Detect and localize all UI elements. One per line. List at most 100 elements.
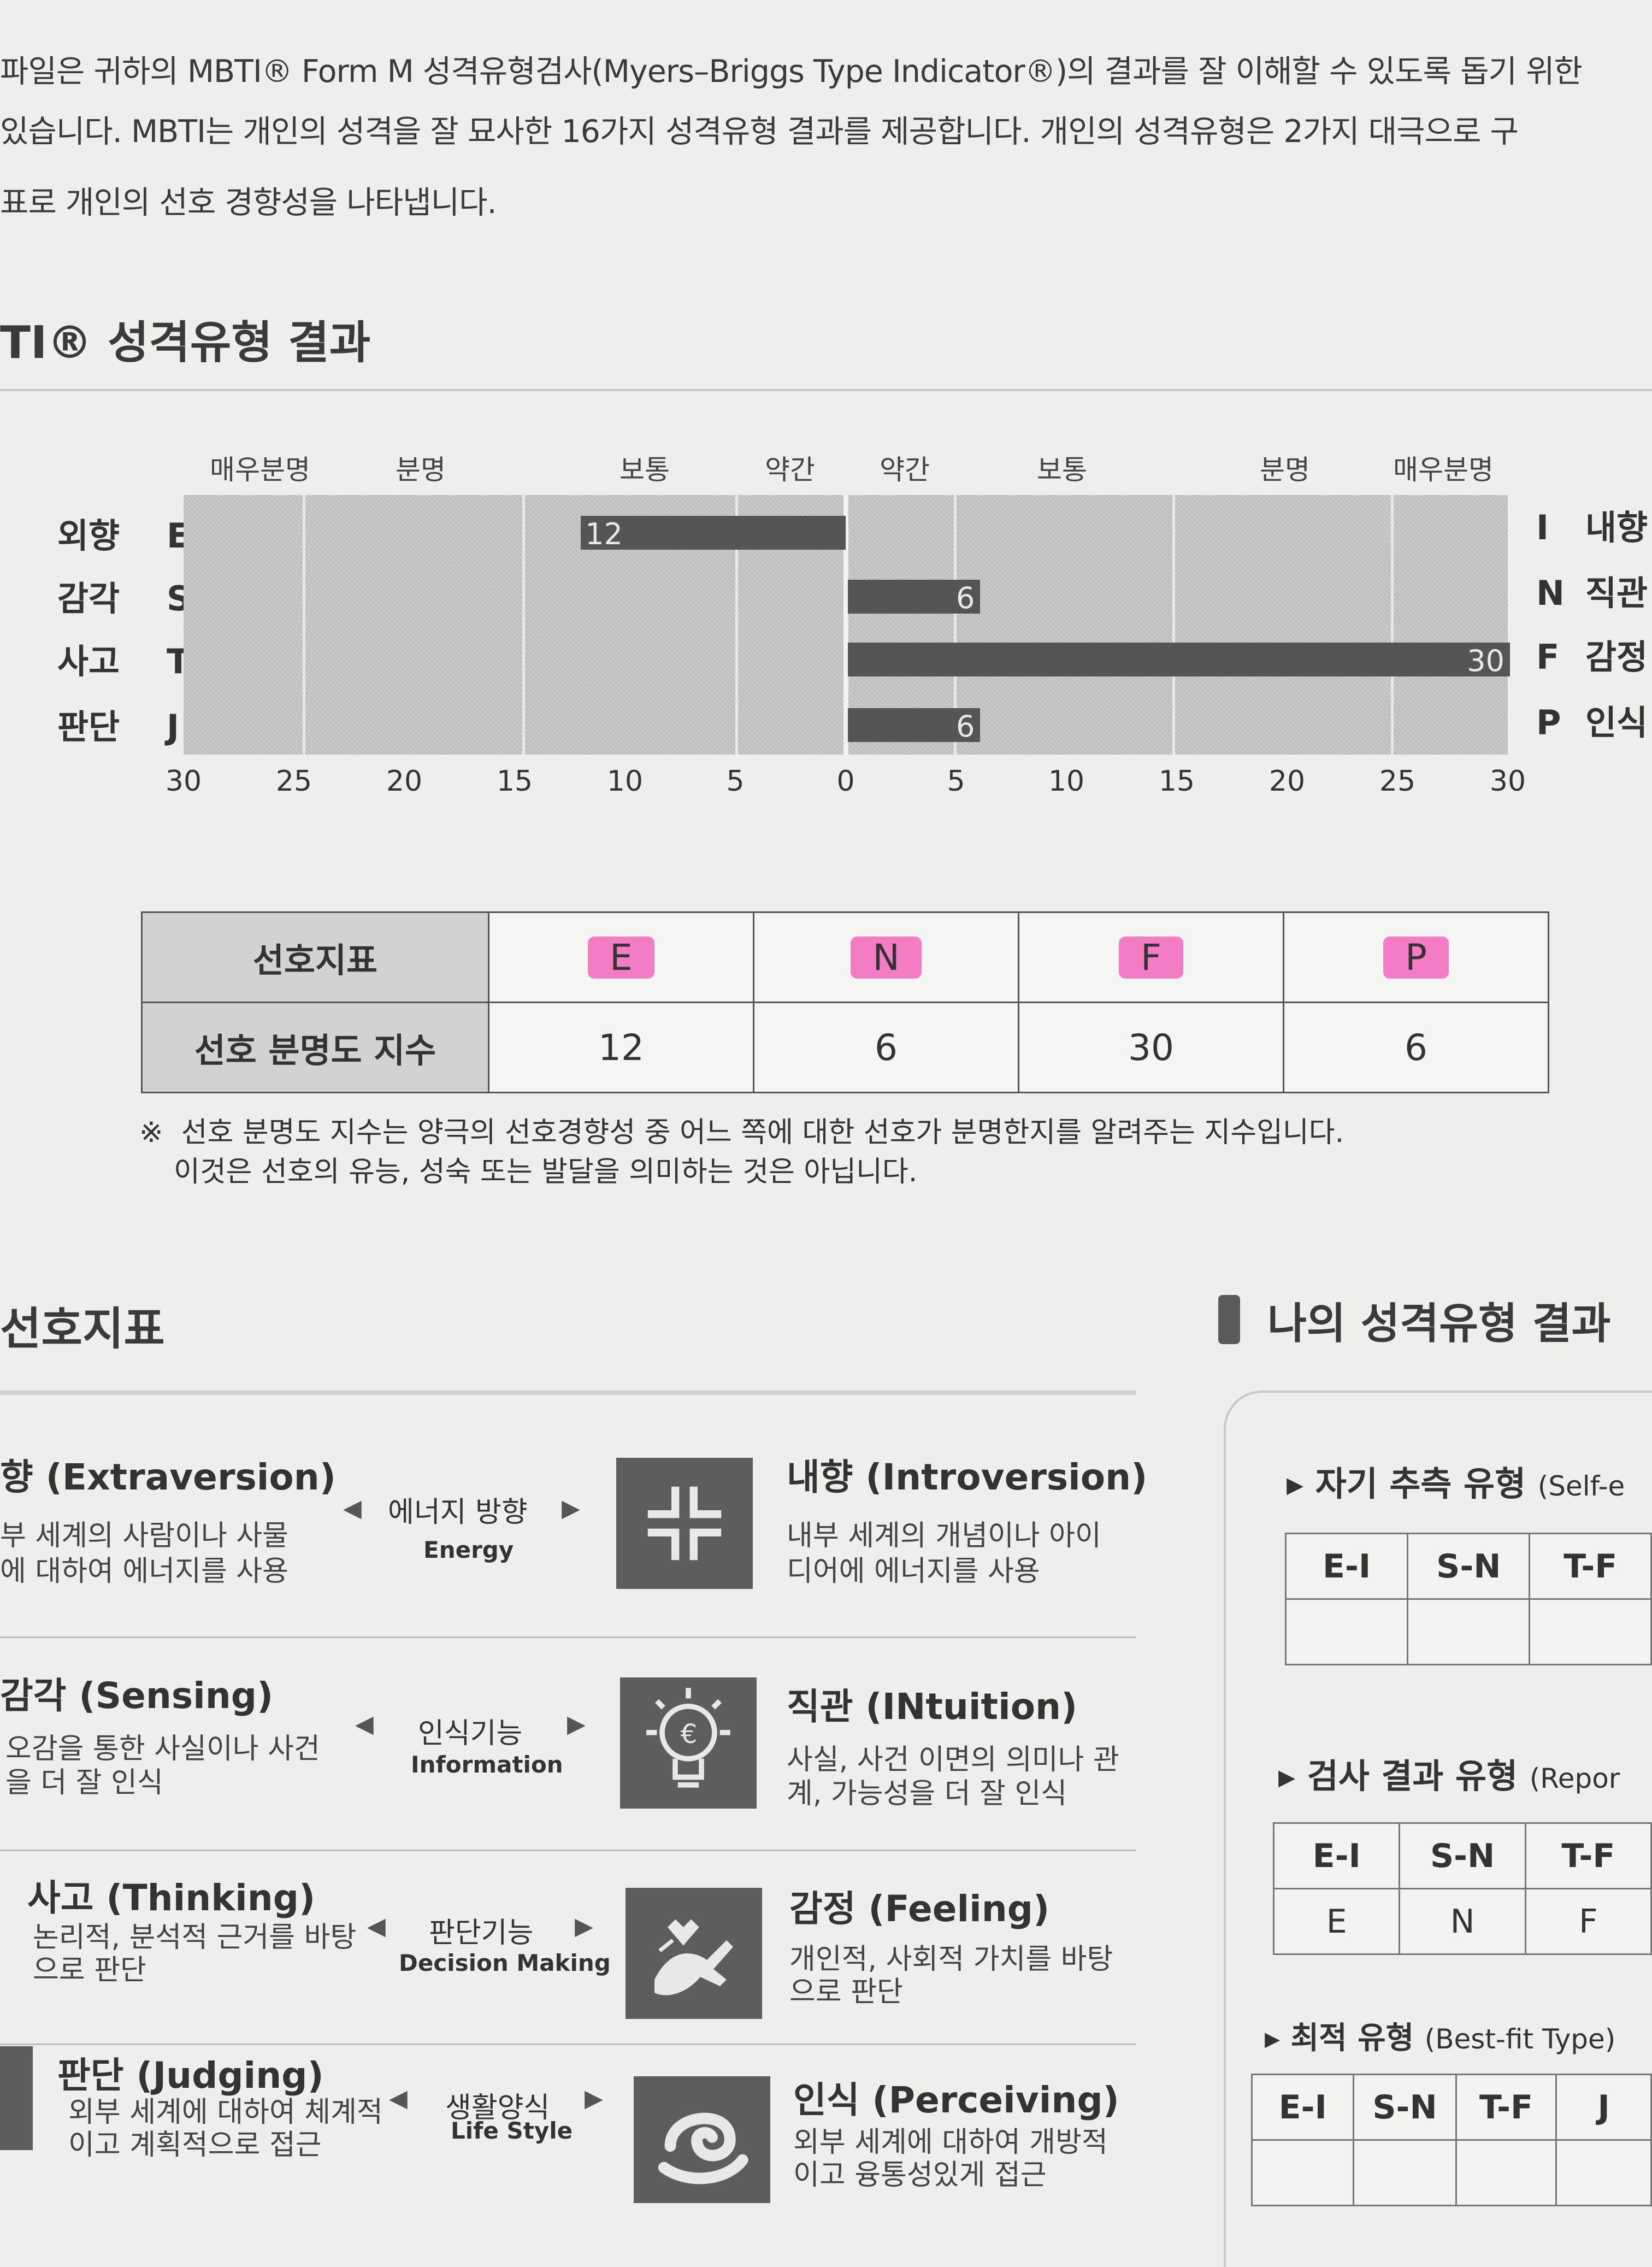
bestfit-col: J: [1555, 2074, 1652, 2141]
bestfit-col: T-F: [1455, 2074, 1557, 2141]
arrow-left-icon: ◀: [355, 1710, 374, 1738]
band-label: 보통: [620, 454, 670, 486]
pref-header-values: 선호 분명도 지수: [141, 1002, 489, 1093]
gridline: [735, 495, 738, 755]
bar-value-label: 12: [585, 517, 623, 551]
reported-col: T-F: [1524, 1822, 1652, 1889]
row-divider: [0, 1850, 1136, 1851]
lifestyle-label: 생활양식: [445, 2092, 550, 2124]
intro-line-2: 있습니다. MBTI는 개인의 성격을 잘 묘사한 16가지 성격유형 결과를 …: [0, 114, 1519, 150]
sensing-desc-1: 오감을 통한 사실이나 사건: [5, 1733, 320, 1765]
reported-val: E: [1272, 1888, 1401, 1955]
axis-tick-label: 25: [1379, 765, 1416, 798]
perceiving-desc-1: 외부 세계에 대하여 개방적: [793, 2126, 1108, 2159]
thinking-title: 사고 (Thinking): [27, 1877, 316, 1919]
feeling-desc-2: 으로 판단: [789, 1976, 903, 2009]
extraversion-desc-2: 에 대하여 에너지를 사용: [0, 1555, 288, 1588]
arrow-right-icon: ▶: [562, 1494, 580, 1522]
energy-en-label: Energy: [423, 1536, 514, 1563]
reported-type-title: ▸ 검사 결과 유형 (Repor: [1278, 1756, 1620, 1796]
feeling-desc-1: 개인적, 사회적 가치를 바탕: [789, 1943, 1113, 1976]
gridline: [1172, 495, 1175, 755]
dim-right-p: P 인식: [1536, 703, 1648, 743]
bar-jp: 6: [848, 708, 981, 744]
gridline: [522, 495, 525, 755]
self-val: [1529, 1598, 1652, 1665]
dim-left-t: 사고 T: [57, 641, 190, 681]
axis-tick-label: 15: [496, 765, 533, 798]
axis-tick-label: 15: [1158, 765, 1195, 798]
self-val: [1407, 1598, 1531, 1665]
axis-tick-label: 5: [726, 765, 745, 798]
pref-header-letters: 선호지표: [141, 911, 489, 1003]
introversion-title: 내향 (Introversion): [787, 1456, 1148, 1498]
arrow-left-icon: ◀: [389, 2085, 408, 2112]
pref-value-cell: 30: [1018, 1002, 1284, 1093]
my-result-panel: [1224, 1391, 1652, 2267]
bestfit-col: E-I: [1250, 2074, 1355, 2141]
result-section-title: TI® 성격유형 결과: [0, 317, 371, 369]
judging-icon: [0, 2046, 33, 2150]
indicator-divider: [0, 1391, 1136, 1395]
dim-right-f: F 감정: [1536, 637, 1648, 677]
band-label: 매우분명: [1393, 454, 1494, 486]
pref-letter: E: [588, 936, 654, 979]
row-divider: [0, 2044, 1136, 2045]
band-label: 약간: [765, 454, 815, 486]
axis-tick-label: 20: [1268, 765, 1306, 798]
pref-letter-cell: E: [488, 911, 754, 1003]
reported-col: S-N: [1399, 1822, 1526, 1889]
axis-tick-label: 25: [275, 765, 312, 798]
reported-val: F: [1524, 1888, 1652, 1955]
intro-line-3: 표로 개인의 선호 경향성을 나타냅니다.: [0, 185, 497, 221]
gridline: [954, 495, 957, 755]
self-col: S-N: [1407, 1533, 1531, 1600]
pref-letter-cell: N: [753, 911, 1019, 1003]
pref-letter: N: [851, 936, 922, 979]
arrow-right-icon: ▶: [585, 2085, 603, 2112]
axis-tick-label: 30: [165, 765, 202, 798]
intuition-desc-1: 사실, 사건 이면의 의미나 관: [787, 1744, 1119, 1776]
energy-label: 에너지 방향: [388, 1496, 528, 1529]
bestfit-val: [1250, 2139, 1355, 2206]
information-label: 인식기능: [418, 1717, 523, 1750]
decision-en-label: Decision Making: [399, 1950, 611, 1976]
self-col: T-F: [1529, 1533, 1652, 1600]
dim-right-n: N 직관: [1536, 573, 1648, 613]
self-type-table: E-I S-N T-F: [1284, 1533, 1652, 1665]
self-val: [1284, 1598, 1409, 1665]
lightbulb-icon: €: [620, 1677, 757, 1809]
perceiving-desc-2: 이고 융통성있게 접근: [793, 2159, 1047, 2192]
bar-value-label: 6: [956, 709, 975, 744]
axis-tick-label: 30: [1489, 765, 1526, 798]
arrow-right-icon: ▶: [567, 1710, 586, 1738]
my-result-title: 나의 성격유형 결과: [1267, 1299, 1611, 1349]
sensing-desc-2: 을 더 잘 인식: [5, 1767, 163, 1799]
information-en-label: Information: [411, 1751, 563, 1778]
band-label: 분명: [1260, 454, 1310, 486]
arrow-right-icon: ▶: [575, 1912, 593, 1940]
bar-sn: 6: [848, 580, 981, 615]
axis-tick-label: 5: [947, 765, 965, 798]
reported-col: E-I: [1272, 1822, 1401, 1889]
note-line-2: 이것은 선호의 유능, 성숙 또는 발달을 의미하는 것은 아닙니다.: [174, 1156, 918, 1188]
intuition-desc-2: 계, 가능성을 더 잘 인식: [787, 1777, 1067, 1810]
svg-text:€: €: [681, 1719, 698, 1750]
axis-tick-label: 0: [836, 765, 855, 798]
gridline: [1391, 495, 1394, 755]
bar-value-label: 30: [1467, 644, 1504, 678]
pref-value-cell: 6: [1283, 1002, 1549, 1093]
swirl-icon: [634, 2076, 770, 2203]
axis-tick-label: 10: [606, 765, 644, 798]
axis-tick-label: 20: [386, 765, 423, 798]
sensing-title: 감각 (Sensing): [0, 1675, 274, 1717]
thinking-desc-1: 논리적, 분석적 근거를 바탕: [33, 1921, 357, 1954]
bestfit-val: [1455, 2139, 1557, 2206]
inward-arrows-icon: [616, 1458, 753, 1589]
bar-value-label: 6: [956, 581, 975, 615]
preference-chart: 12 6 30 6: [184, 495, 1510, 755]
preference-table: 선호지표 E N F P 선호 분명도 지수 12 6 30 6: [141, 911, 1549, 1093]
hands-heart-icon: [626, 1888, 762, 2019]
pref-value-cell: 6: [753, 1002, 1019, 1093]
zero-line: [843, 495, 848, 755]
